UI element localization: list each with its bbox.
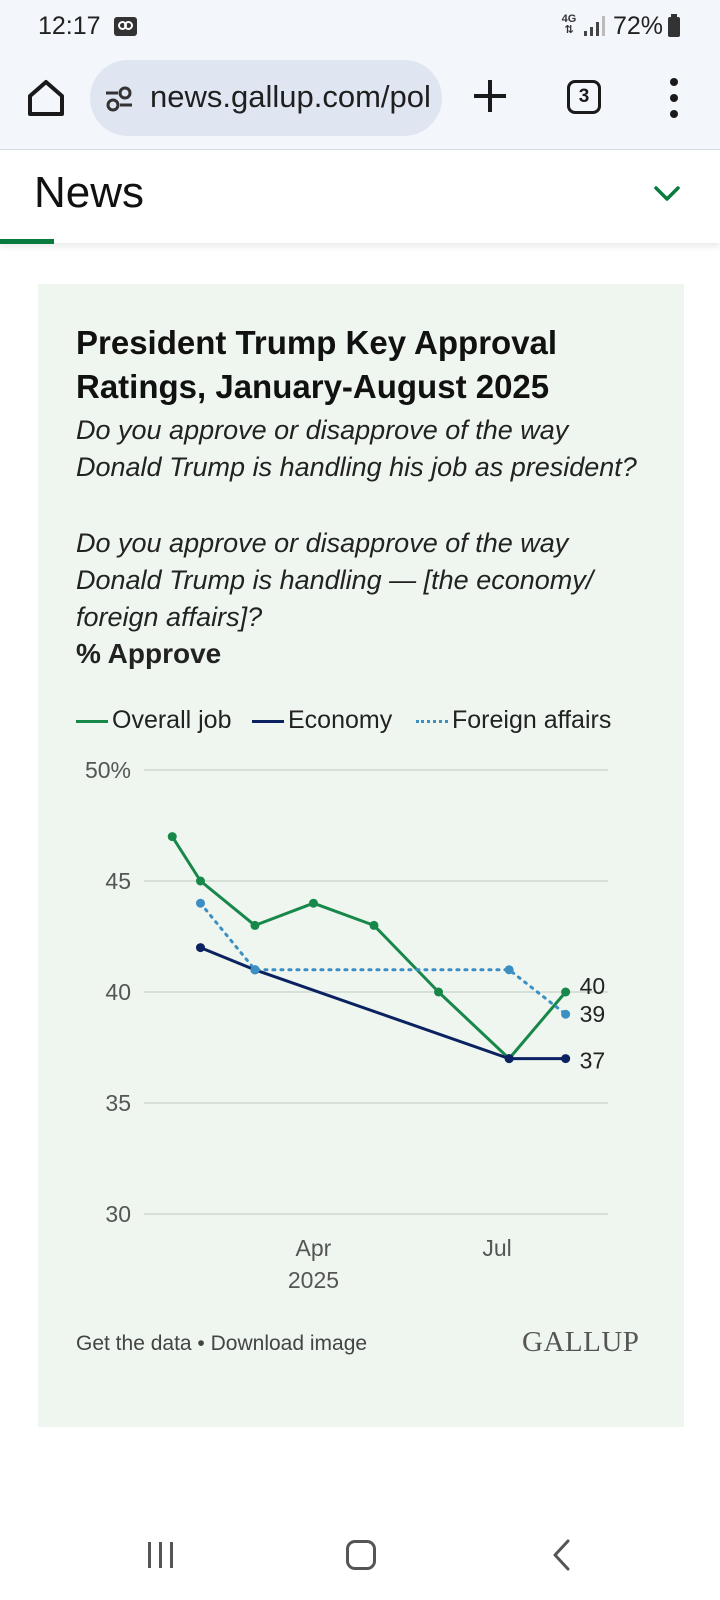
data-point — [250, 965, 260, 975]
tab-count: 3 — [578, 86, 590, 107]
end-value-label: 40 — [580, 973, 606, 999]
chart-question-issues: Do you approve or disapprove of the way … — [76, 528, 594, 632]
footer-separator: • — [191, 1332, 211, 1355]
site-settings-icon[interactable] — [104, 86, 134, 112]
back-button[interactable] — [552, 1538, 572, 1572]
series-line-economy — [199, 946, 566, 1061]
recent-apps-button[interactable] — [148, 1542, 176, 1568]
voicemail-icon — [114, 17, 137, 36]
data-point — [504, 1054, 514, 1064]
y-tick-label: 40 — [105, 979, 131, 1005]
data-point — [561, 1054, 571, 1064]
more-options-button[interactable] — [664, 78, 684, 118]
data-point — [195, 943, 205, 953]
legend-label: Overall job — [112, 706, 232, 734]
legend-swatch — [76, 720, 108, 723]
data-point — [195, 876, 205, 886]
status-bar: 12:17 4G ⇅ 72% — [0, 0, 720, 52]
x-tick-label: Apr — [296, 1235, 332, 1261]
data-point — [504, 965, 514, 975]
active-section-indicator — [0, 239, 54, 244]
chart-card: President Trump Key Approval Ratings, Ja… — [38, 284, 684, 1427]
dot — [670, 78, 678, 86]
new-tab-button[interactable] — [470, 74, 510, 118]
plus-icon — [474, 80, 506, 112]
series-line-overall-job — [170, 835, 567, 1061]
y-tick-label: 50% — [85, 757, 131, 783]
tab-switcher-button[interactable]: 3 — [567, 80, 601, 114]
chart-measure-label: % Approve — [76, 638, 222, 669]
y-tick-label: 45 — [105, 868, 131, 894]
x-tick-label: Jul — [482, 1235, 511, 1261]
chart-question-job: Do you approve or disapprove of the way … — [76, 415, 637, 482]
series-line-foreign-affairs — [198, 901, 568, 1016]
gallup-logo: GALLUP — [522, 1326, 640, 1358]
get-data-link[interactable]: Get the data — [76, 1332, 192, 1355]
address-bar[interactable]: news.gallup.com/pol — [90, 60, 442, 136]
status-time: 12:17 — [38, 12, 101, 40]
approval-line-chart: 50% 45 40 35 30 Apr 2025 Jul 40 37 39 — [85, 757, 608, 1293]
chart-title: President Trump Key Approval Ratings, Ja… — [76, 324, 558, 405]
home-nav-button[interactable] — [346, 1540, 376, 1570]
chevron-down-icon[interactable] — [652, 184, 682, 204]
end-value-label: 37 — [580, 1048, 606, 1074]
system-navigation-bar — [0, 1500, 720, 1600]
legend-swatch — [416, 720, 448, 723]
data-point — [195, 898, 205, 908]
chart-footer-links: Get the data • Download image — [76, 1332, 367, 1356]
end-value-label: 39 — [580, 1001, 606, 1027]
data-point — [434, 987, 444, 997]
data-point — [369, 920, 379, 930]
legend-swatch — [252, 720, 284, 723]
data-point — [167, 832, 177, 842]
legend-label: Foreign affairs — [452, 706, 612, 734]
home-icon — [28, 80, 64, 116]
url-text[interactable]: news.gallup.com/pol — [150, 79, 431, 114]
section-title: News — [34, 168, 145, 217]
y-tick-label: 30 — [105, 1201, 131, 1227]
section-header[interactable]: News — [0, 150, 720, 244]
x-tick-sublabel: 2025 — [288, 1267, 339, 1293]
download-image-link[interactable]: Download image — [210, 1332, 368, 1355]
home-button[interactable] — [24, 76, 68, 120]
browser-toolbar: news.gallup.com/pol 3 — [0, 52, 720, 150]
legend-label: Economy — [288, 706, 393, 734]
battery-percentage: 72% — [613, 12, 664, 40]
battery-icon — [668, 14, 680, 37]
network-type-icon: 4G ⇅ — [561, 13, 577, 36]
data-point — [250, 920, 260, 930]
data-point — [561, 1009, 571, 1019]
signal-icon — [584, 16, 606, 36]
y-tick-label: 35 — [105, 1090, 131, 1116]
data-point — [561, 987, 571, 997]
data-point — [308, 898, 318, 908]
network-type-label: 4G — [561, 13, 577, 25]
chart-legend: Overall job Economy Foreign affairs — [76, 704, 656, 738]
